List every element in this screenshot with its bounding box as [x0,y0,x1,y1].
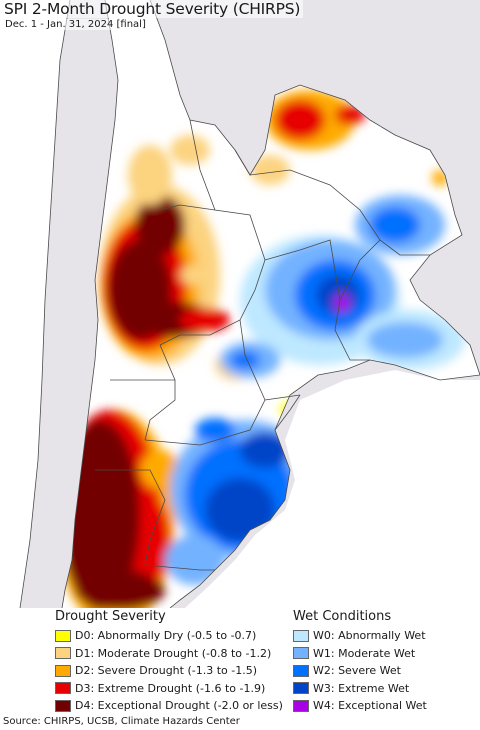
chile-land [20,0,118,608]
brazil-land [150,0,480,375]
borders [61,0,480,608]
legend-item-d2: D2: Severe Drought (-1.3 to -1.5) [55,662,283,680]
legend-item-d1: D1: Moderate Drought (-0.8 to -1.2) [55,645,283,663]
legend-label-d1: D1: Moderate Drought (-0.8 to -1.2) [75,646,272,660]
legend-swatch-d3 [55,682,71,695]
legend-label-w4: W4: Exceptional Wet [313,699,427,713]
drought-field [62,90,465,608]
pacific-ocean [0,0,70,608]
legend-item-w4: W4: Exceptional Wet [293,697,427,715]
source-credit: Source: CHIRPS, UCSB, Climate Hazards Ce… [3,716,240,727]
legend-item-w1: W1: Moderate Wet [293,645,427,663]
legend-swatch-d1 [55,647,71,660]
legend: Drought Severity Wet Conditions D0: Abno… [0,608,480,712]
legend-label-d0: D0: Abnormally Dry (-0.5 to -0.7) [75,629,257,643]
legend-swatch-w0 [293,629,309,642]
legend-item-d4: D4: Exceptional Drought (-2.0 or less) [55,697,283,715]
legend-swatch-d0 [55,629,71,642]
legend-swatch-d4 [55,699,71,712]
atlantic-ocean [185,370,480,608]
legend-swatch-d2 [55,664,71,677]
legend-label-w2: W2: Severe Wet [313,664,401,678]
coastline [19,0,480,608]
map-subtitle: Dec. 1 - Jan. 31, 2024 [final] [4,19,149,30]
legend-item-w2: W2: Severe Wet [293,662,427,680]
map-canvas [0,0,480,608]
wet-legend-heading: Wet Conditions [293,609,392,624]
legend-item-d0: D0: Abnormally Dry (-0.5 to -0.7) [55,627,283,645]
legend-swatch-w2 [293,664,309,677]
wet-legend-list: W0: Abnormally Wet W1: Moderate Wet W2: … [293,627,427,715]
legend-label-d2: D2: Severe Drought (-1.3 to -1.5) [75,664,258,678]
legend-swatch-w3 [293,682,309,695]
drought-map: SPI 2-Month Drought Severity (CHIRPS) De… [0,0,480,608]
legend-item-d3: D3: Extreme Drought (-1.6 to -1.9) [55,680,283,698]
legend-label-d3: D3: Extreme Drought (-1.6 to -1.9) [75,681,266,695]
map-title: SPI 2-Month Drought Severity (CHIRPS) [3,0,304,18]
legend-label-w0: W0: Abnormally Wet [313,629,426,643]
legend-label-d4: D4: Exceptional Drought (-2.0 or less) [75,699,283,713]
legend-item-w0: W0: Abnormally Wet [293,627,427,645]
legend-swatch-w4 [293,699,309,712]
legend-item-w3: W3: Extreme Wet [293,680,427,698]
drought-legend-list: D0: Abnormally Dry (-0.5 to -0.7) D1: Mo… [55,627,283,715]
drought-legend-heading: Drought Severity [55,609,166,624]
legend-swatch-w1 [293,647,309,660]
legend-label-w3: W3: Extreme Wet [313,681,410,695]
legend-label-w1: W1: Moderate Wet [313,646,416,660]
